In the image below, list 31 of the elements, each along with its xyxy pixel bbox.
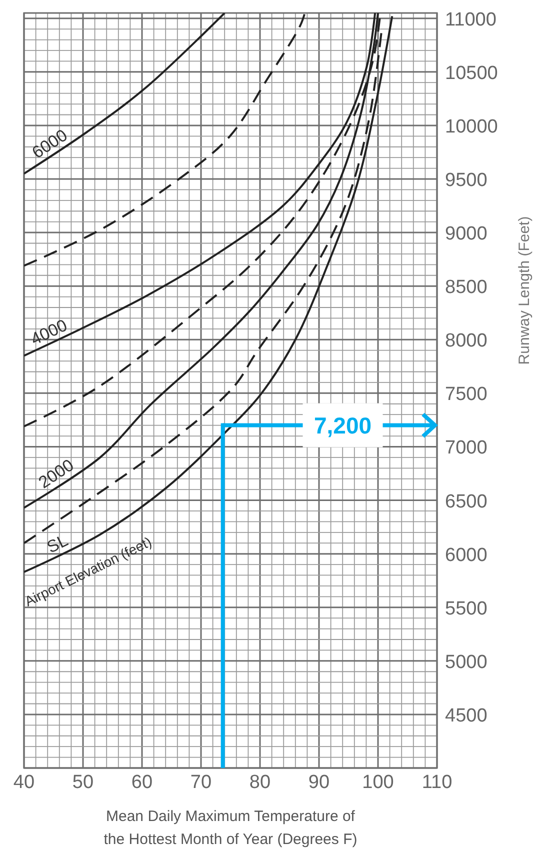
text: SL [44,530,71,557]
text: 2000 [35,455,78,492]
line-series [24,13,226,175]
x-tick-label: 90 [308,772,330,793]
y-tick-label: 11000 [445,9,496,30]
y-tick-label: 9500 [445,170,488,191]
y-tick-label: 10000 [445,116,498,138]
x-tick-label: 100 [362,772,394,793]
x-axis-title: Mean Daily Maximum Temperature of the Hottest Month of Year (Degrees F) [104,808,358,848]
y-tick-label: 9000 [445,224,488,245]
y-tick-label: 8500 [445,277,488,298]
y-tick-label: 8000 [445,330,488,352]
text: 4000 [28,316,70,349]
y-tick-label: 5000 [445,652,488,673]
y-tick-label: 10500 [445,62,498,84]
x-tick-label: 60 [131,772,153,793]
y-tick-label: 6500 [445,491,488,512]
y-tick-label: 4500 [445,705,488,726]
x-tick-label: 80 [249,772,271,793]
x-tick-label: 70 [190,772,212,793]
line-series [24,13,306,267]
y-tick-label: 7000 [445,438,488,459]
y-tick-label: 6000 [445,544,488,566]
ref-line-label: 7,200 [314,412,372,438]
y-axis-title: Runway Length (Feet) [516,216,533,365]
x-tick-label: 110 [422,772,452,793]
x-tick-label: 50 [72,772,94,793]
y-tick-label: 7500 [445,384,488,406]
text: 6000 [28,126,71,162]
x-tick-label: 40 [13,772,35,793]
y-tick-label: 5500 [445,598,488,620]
